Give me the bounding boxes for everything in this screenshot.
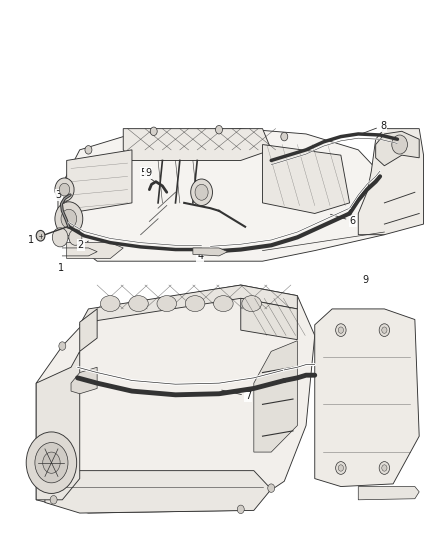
FancyBboxPatch shape [10,7,424,264]
Text: 8: 8 [361,120,386,134]
Text: 9: 9 [145,168,151,179]
Text: 9: 9 [363,276,369,286]
Polygon shape [376,131,419,166]
Polygon shape [36,285,315,513]
Circle shape [36,230,45,241]
Text: 6: 6 [330,214,356,226]
Polygon shape [262,144,350,214]
FancyBboxPatch shape [10,269,424,526]
Circle shape [237,505,244,514]
Circle shape [69,229,82,245]
Polygon shape [58,128,393,261]
Polygon shape [80,309,97,351]
Circle shape [43,452,60,473]
Ellipse shape [157,296,177,312]
Polygon shape [193,248,228,256]
Circle shape [336,324,346,336]
Polygon shape [123,128,271,160]
Polygon shape [67,150,132,214]
Polygon shape [71,367,97,394]
Circle shape [338,465,343,471]
Polygon shape [45,471,271,513]
Circle shape [55,178,74,201]
Polygon shape [315,309,419,487]
Circle shape [268,484,275,492]
Circle shape [338,327,343,333]
Polygon shape [254,341,297,452]
Circle shape [336,462,346,474]
Circle shape [59,342,66,350]
Circle shape [59,183,70,196]
Polygon shape [80,285,297,335]
Text: 3: 3 [56,190,64,203]
Circle shape [281,132,288,141]
Circle shape [392,135,407,154]
Circle shape [35,442,68,483]
Circle shape [195,184,208,200]
Circle shape [379,324,390,336]
Ellipse shape [129,296,148,312]
Text: 5: 5 [141,168,156,183]
Circle shape [379,462,390,474]
Circle shape [52,228,68,247]
Ellipse shape [185,296,205,312]
Text: 7: 7 [222,390,251,401]
Text: 4: 4 [197,251,206,261]
Polygon shape [241,298,297,340]
Circle shape [61,209,77,228]
Circle shape [150,127,157,135]
Circle shape [50,496,57,504]
Circle shape [55,202,83,236]
Ellipse shape [242,296,261,312]
Ellipse shape [214,296,233,312]
Text: 2: 2 [78,240,88,250]
Polygon shape [358,128,424,235]
Circle shape [382,327,387,333]
Polygon shape [67,243,123,259]
Polygon shape [36,351,80,500]
Text: 1: 1 [28,235,38,245]
Circle shape [26,432,77,494]
Circle shape [85,146,92,154]
Circle shape [191,179,212,206]
Polygon shape [358,487,419,500]
Ellipse shape [100,296,120,312]
Text: 1: 1 [58,263,64,273]
Circle shape [215,125,223,134]
Circle shape [382,465,387,471]
